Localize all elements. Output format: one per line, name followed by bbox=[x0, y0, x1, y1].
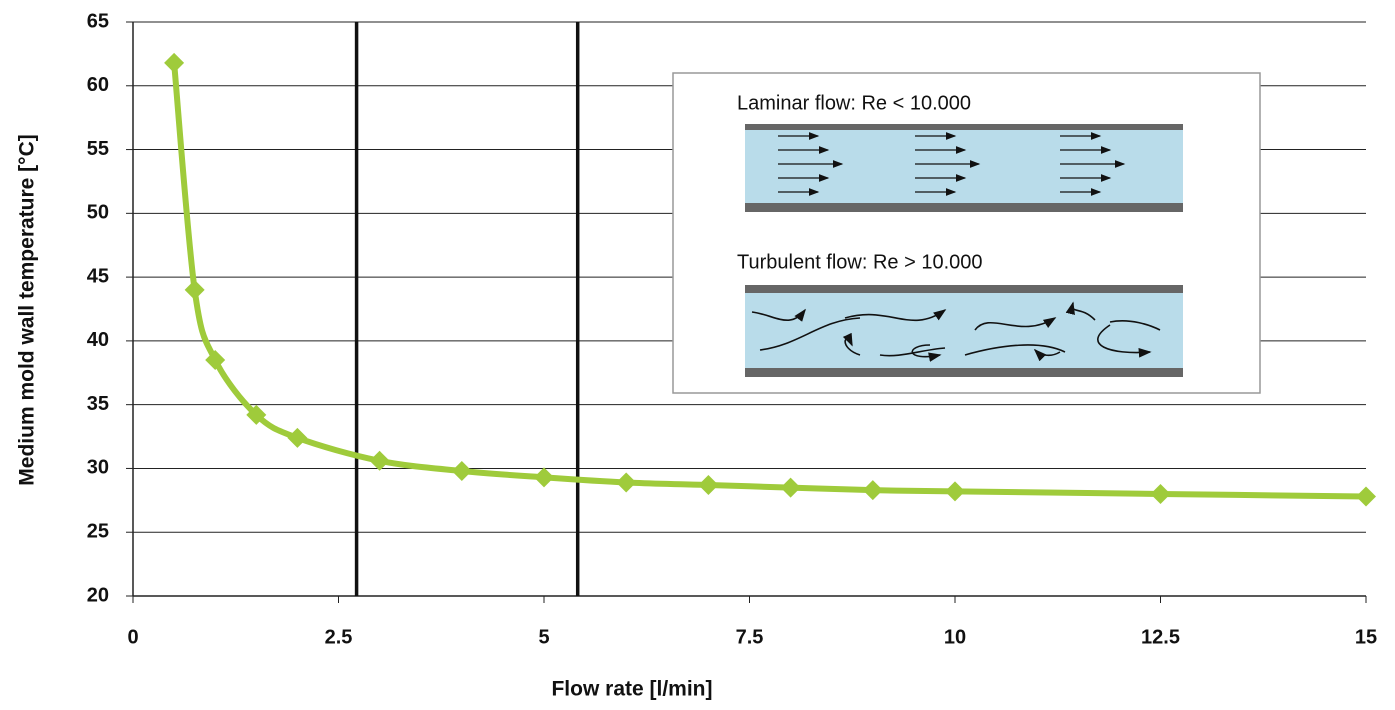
arrow bbox=[879, 347, 946, 357]
arrow bbox=[844, 309, 947, 322]
y-tick-label: 20 bbox=[87, 584, 109, 606]
y-tick-label: 40 bbox=[87, 329, 109, 351]
marker bbox=[287, 427, 308, 448]
inset: Laminar flow: Re < 10.000 Turbulent flow… bbox=[672, 72, 1261, 394]
arrow bbox=[751, 308, 806, 322]
arrow bbox=[911, 344, 942, 362]
pipe-wall bbox=[745, 368, 1183, 377]
marker bbox=[164, 52, 185, 73]
y-tick-label: 50 bbox=[87, 202, 109, 224]
laminar-arrows bbox=[778, 132, 1126, 196]
y-tick-label: 65 bbox=[87, 10, 109, 32]
x-axis-title: Flow rate [l/min] bbox=[551, 678, 712, 701]
y-axis-title: Medium mold wall temperature [°C] bbox=[16, 134, 39, 485]
y-tick-label: 55 bbox=[87, 138, 109, 160]
pipe-wall bbox=[745, 124, 1183, 130]
arrow bbox=[1097, 324, 1152, 358]
arrow bbox=[842, 332, 861, 356]
marker bbox=[184, 279, 205, 300]
y-tick-label: 45 bbox=[87, 265, 109, 287]
y-tick-label: 60 bbox=[87, 74, 109, 96]
arrow bbox=[974, 317, 1057, 331]
y-tick-label: 35 bbox=[87, 393, 109, 415]
marker bbox=[369, 450, 390, 471]
marker bbox=[1150, 483, 1171, 504]
marker bbox=[862, 480, 883, 501]
laminar-label: Laminar flow: Re < 10.000 bbox=[737, 92, 971, 114]
x-tick-label: 7.5 bbox=[736, 626, 764, 648]
marker bbox=[780, 477, 801, 498]
marker bbox=[451, 460, 472, 481]
x-tick-label: 12.5 bbox=[1141, 626, 1180, 648]
pipe-wall bbox=[745, 203, 1183, 212]
marker bbox=[534, 467, 554, 488]
marker bbox=[945, 481, 965, 502]
marker bbox=[1356, 486, 1376, 507]
arrow bbox=[759, 317, 861, 351]
y-tick-label: 25 bbox=[87, 521, 109, 543]
x-tick-label: 5 bbox=[538, 626, 549, 648]
x-tick-label: 15 bbox=[1355, 626, 1377, 648]
arrow bbox=[1065, 301, 1096, 321]
x-tick-label: 0 bbox=[127, 626, 138, 648]
arrow bbox=[1109, 320, 1161, 331]
pipe bbox=[745, 128, 1183, 205]
x-tick-label: 2.5 bbox=[325, 626, 353, 648]
pipe bbox=[745, 290, 1183, 370]
turbulent-arrows bbox=[751, 301, 1161, 362]
arrow bbox=[1033, 348, 1061, 362]
marker bbox=[616, 472, 637, 493]
x-tick-label: 10 bbox=[944, 626, 966, 648]
y-tick-label: 30 bbox=[87, 457, 109, 479]
marker bbox=[698, 475, 719, 496]
arrow bbox=[964, 344, 1066, 356]
turbulent-label: Turbulent flow: Re > 10.000 bbox=[737, 251, 983, 273]
pipe-wall bbox=[745, 285, 1183, 293]
marker bbox=[205, 350, 226, 371]
marker bbox=[246, 404, 267, 425]
